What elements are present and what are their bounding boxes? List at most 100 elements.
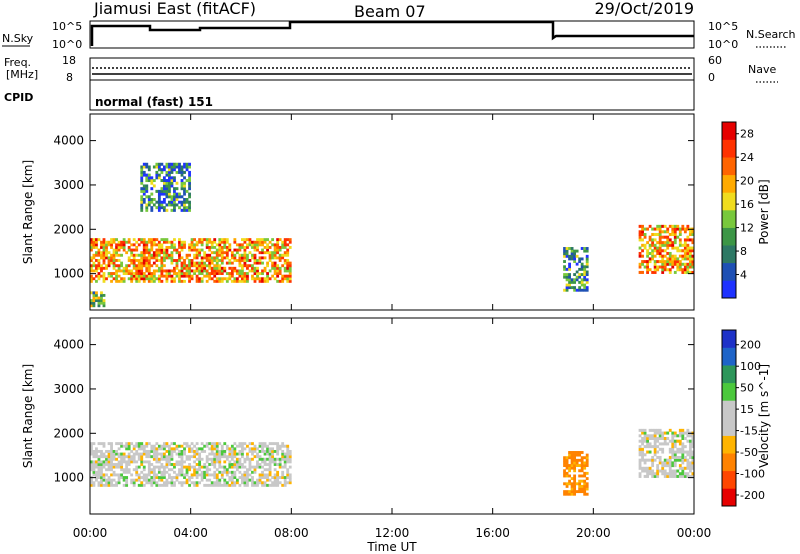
echo-cell bbox=[673, 238, 677, 242]
echo-cell bbox=[150, 253, 154, 257]
echo-cell bbox=[263, 279, 267, 283]
echo-cell bbox=[218, 248, 222, 252]
echo-cell bbox=[142, 274, 146, 278]
echo-cell bbox=[142, 452, 146, 456]
echo-cell bbox=[580, 262, 584, 266]
echo-cell bbox=[100, 243, 103, 247]
echo-cell bbox=[213, 457, 217, 461]
echo-cell bbox=[115, 245, 118, 249]
echo-cell bbox=[218, 452, 222, 456]
echo-cell bbox=[278, 245, 282, 249]
echo-cell bbox=[90, 442, 93, 446]
nsearch-tick-top: 10^5 bbox=[708, 20, 738, 33]
echo-cell bbox=[248, 478, 252, 482]
echo-cell bbox=[162, 476, 166, 479]
echo-cell bbox=[248, 465, 252, 469]
echo-cell bbox=[145, 259, 149, 262]
echo-cell bbox=[578, 490, 582, 494]
echo-cell bbox=[105, 251, 108, 255]
echo-cell bbox=[243, 238, 247, 242]
echo-cell bbox=[261, 243, 264, 247]
echo-cell bbox=[233, 248, 237, 252]
echo-cell bbox=[668, 241, 672, 245]
echo-cell bbox=[218, 269, 222, 273]
echo-cell bbox=[286, 468, 290, 472]
echo-cell bbox=[185, 256, 189, 260]
echo-cell bbox=[668, 450, 672, 454]
echo-cell bbox=[180, 256, 184, 260]
echo-cell bbox=[155, 473, 159, 477]
echo-cell bbox=[168, 269, 171, 273]
colorbar-segment bbox=[722, 157, 736, 176]
echo-cell bbox=[193, 256, 196, 260]
echo-cell bbox=[120, 245, 124, 249]
echo-cell bbox=[188, 266, 191, 270]
echo-cell bbox=[183, 184, 186, 188]
echo-cell bbox=[565, 464, 569, 467]
echo-cell bbox=[691, 246, 695, 250]
echo-cell bbox=[248, 442, 252, 446]
echo-cell bbox=[233, 449, 237, 453]
nsky-label: N.Sky bbox=[2, 32, 34, 45]
echo-cell bbox=[173, 269, 176, 273]
colorbar-segment bbox=[722, 453, 736, 472]
echo-cell bbox=[110, 468, 113, 472]
echo-cell bbox=[168, 162, 171, 166]
echo-cell bbox=[691, 474, 695, 478]
echo-cell bbox=[170, 277, 174, 281]
echo-cell bbox=[162, 189, 166, 193]
echo-cell bbox=[200, 261, 204, 265]
echo-cell bbox=[173, 198, 176, 202]
echo-cell bbox=[648, 246, 652, 250]
echo-cell bbox=[225, 481, 229, 485]
echo-cell bbox=[288, 481, 292, 485]
echo-cell bbox=[160, 192, 164, 196]
echo-cell bbox=[286, 277, 290, 281]
echo-cell bbox=[220, 266, 224, 270]
echo-cell bbox=[583, 464, 587, 467]
echo-cell bbox=[160, 261, 164, 265]
echo-cell bbox=[195, 269, 199, 273]
echo-cell bbox=[173, 447, 176, 451]
echo-cell bbox=[142, 184, 146, 188]
echo-cell bbox=[175, 187, 179, 191]
echo-cell bbox=[258, 478, 262, 482]
echo-cell bbox=[117, 447, 121, 451]
echo-cell bbox=[152, 240, 156, 244]
echo-cell bbox=[241, 274, 244, 278]
echo-cell bbox=[135, 465, 139, 469]
echo-cell bbox=[168, 189, 171, 193]
echo-cell bbox=[263, 463, 267, 466]
echo-cell bbox=[570, 456, 574, 460]
echo-cell bbox=[195, 261, 199, 265]
echo-cell bbox=[145, 208, 149, 212]
echo-cell bbox=[213, 460, 217, 464]
echo-cell bbox=[278, 476, 282, 479]
echo-cell bbox=[162, 455, 166, 459]
echo-cell bbox=[271, 452, 275, 456]
echo-cell bbox=[646, 227, 649, 231]
echo-cell bbox=[678, 450, 682, 454]
echo-cell bbox=[150, 200, 154, 204]
echo-cell bbox=[168, 165, 171, 169]
echo-cell bbox=[678, 428, 682, 432]
echo-cell bbox=[678, 243, 682, 247]
echo-cell bbox=[200, 442, 204, 446]
echo-cell bbox=[203, 269, 207, 273]
echo-cell bbox=[218, 240, 222, 244]
echo-cell bbox=[688, 445, 692, 449]
echo-cell bbox=[656, 265, 660, 269]
velocity-ylabel: Slant Range [km] bbox=[21, 364, 35, 468]
echo-cell bbox=[261, 447, 264, 451]
echo-cell bbox=[160, 483, 164, 487]
echo-cell bbox=[281, 476, 285, 479]
echo-cell bbox=[580, 490, 584, 494]
echo-cell bbox=[218, 264, 222, 268]
echo-cell bbox=[132, 481, 136, 485]
echo-cell bbox=[668, 260, 672, 264]
echo-cell bbox=[233, 256, 237, 260]
echo-cell bbox=[188, 170, 191, 174]
echo-cell bbox=[641, 455, 644, 459]
echo-cell bbox=[140, 259, 144, 262]
echo-cell bbox=[253, 481, 257, 485]
